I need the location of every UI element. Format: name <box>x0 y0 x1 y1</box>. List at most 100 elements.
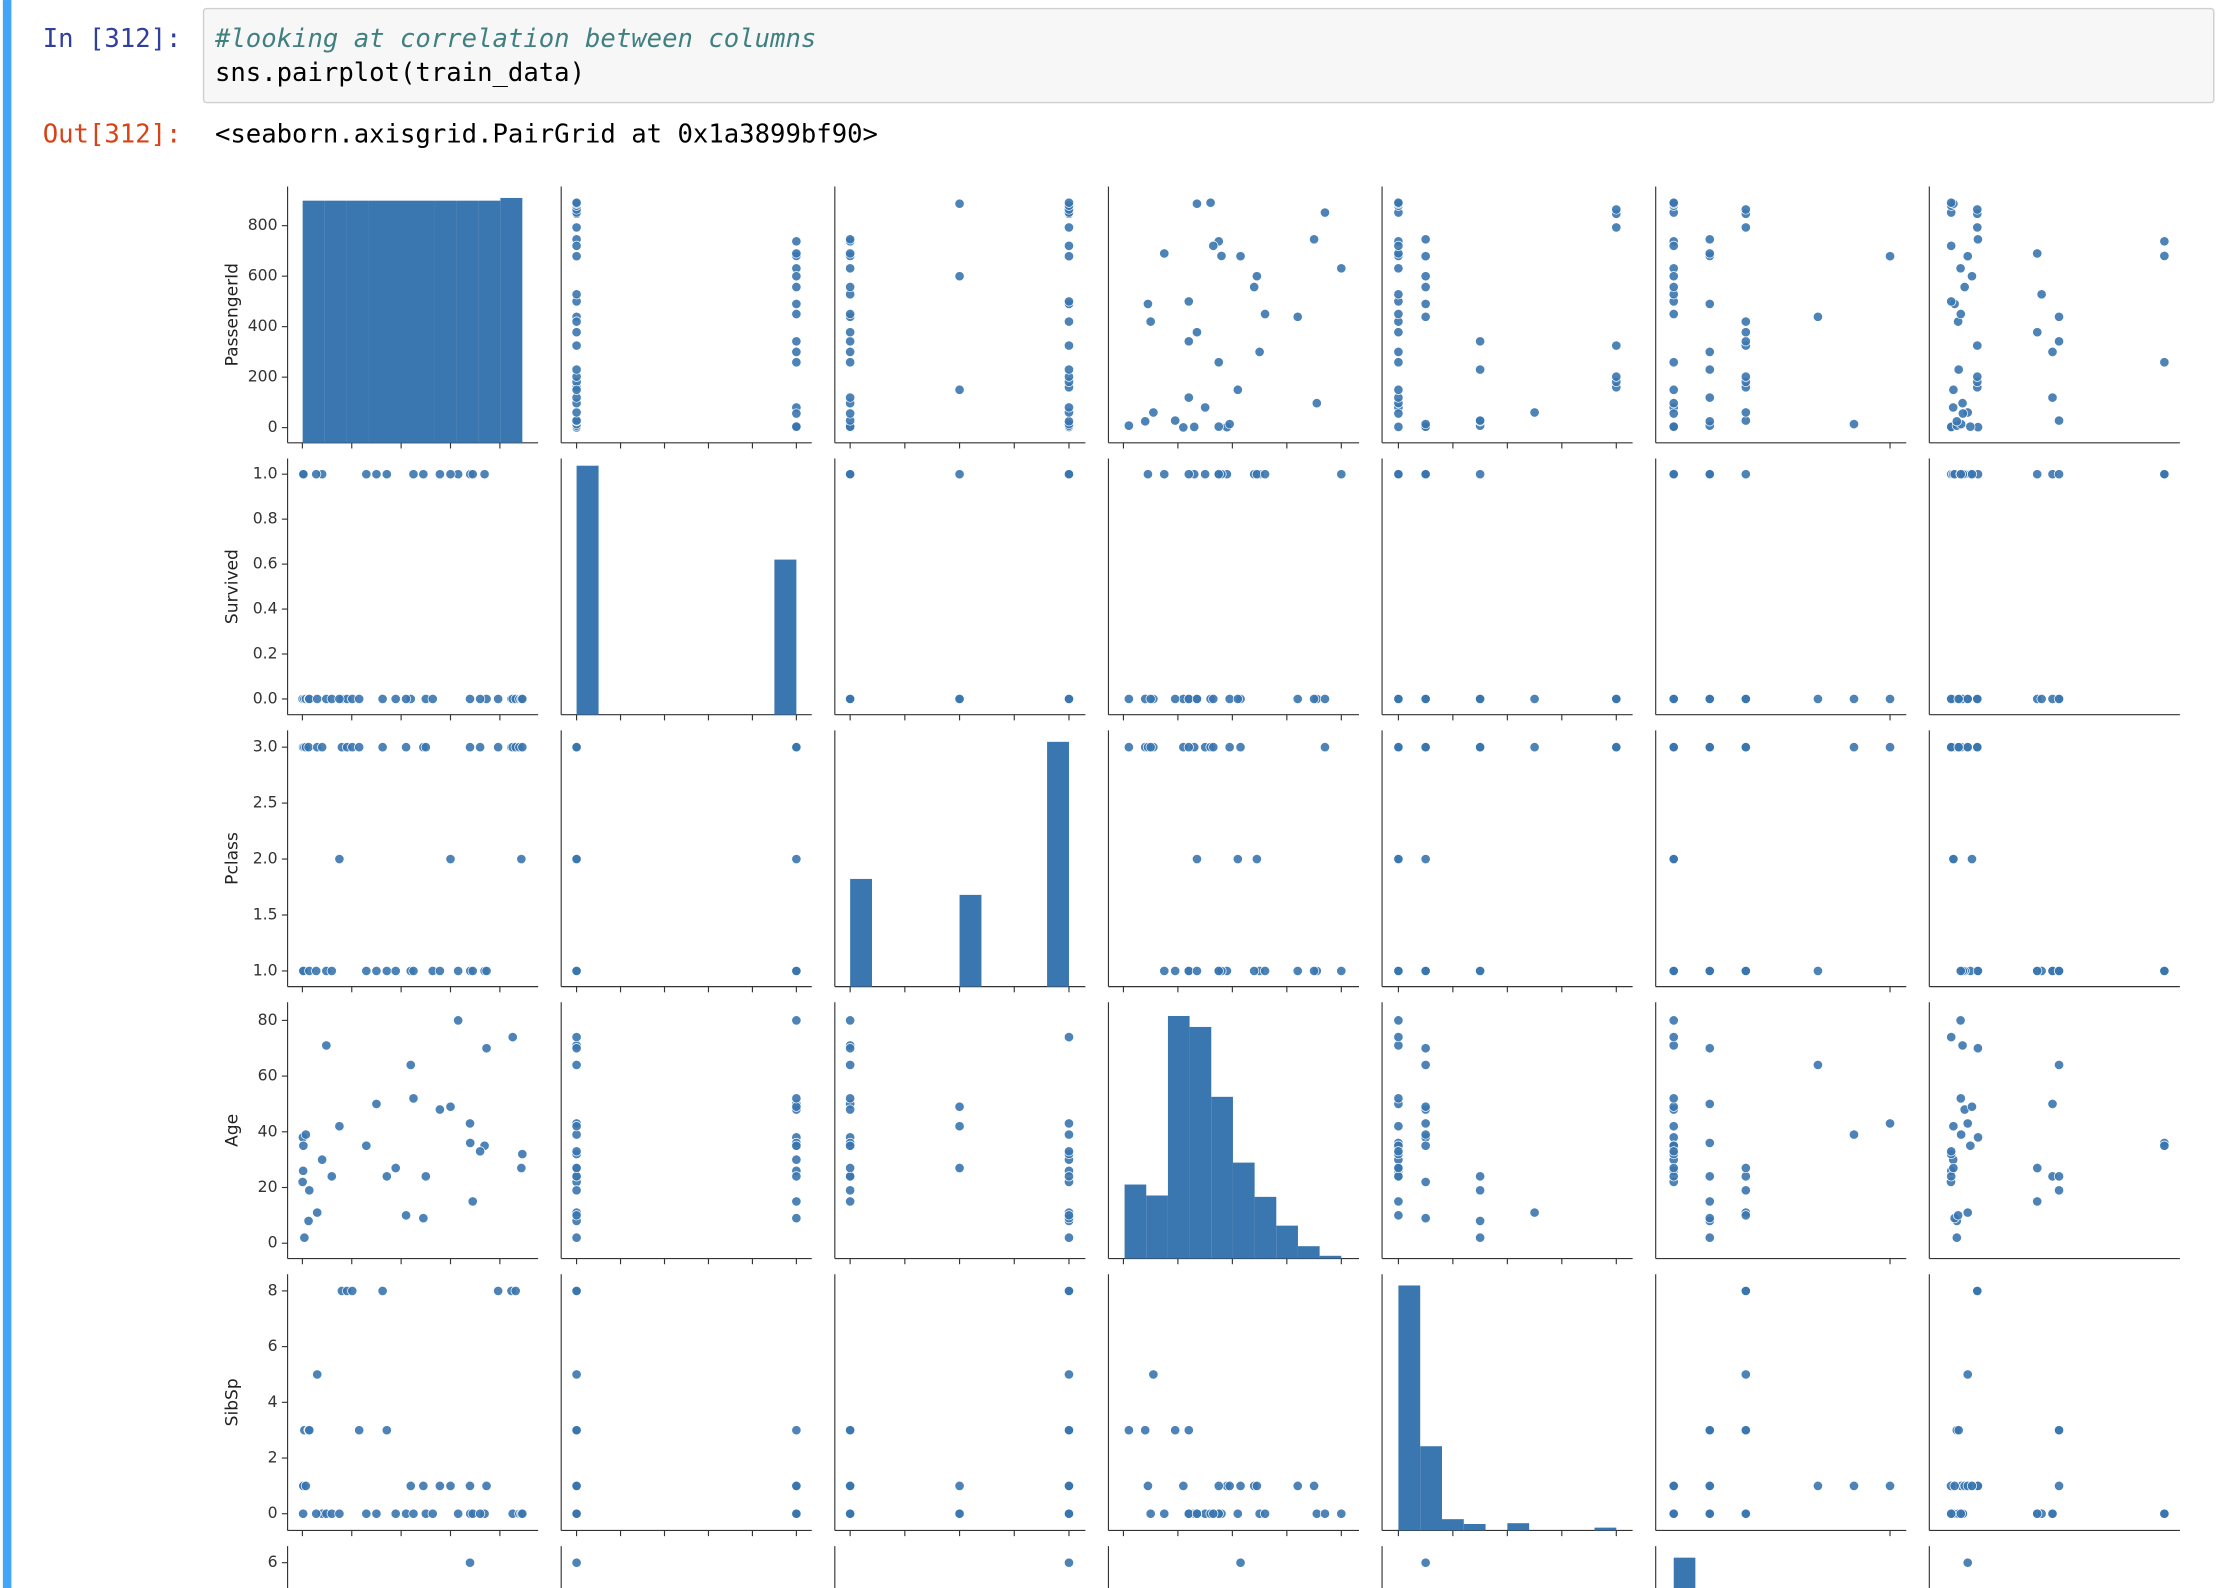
scatter-point <box>1216 250 1227 262</box>
scatter-point <box>1420 419 1431 430</box>
scatter-point <box>845 248 856 259</box>
scatter-point <box>791 1425 802 1436</box>
scatter-point <box>465 1137 476 1148</box>
scatter-point <box>954 384 965 395</box>
scatter-point <box>445 1480 456 1491</box>
scatter-point <box>1191 853 1203 865</box>
scatter-point <box>1704 1480 1715 1491</box>
scatter-point <box>1251 271 1262 282</box>
scatter-point <box>1966 271 1978 282</box>
scatter-point <box>1183 296 1194 307</box>
scatter-point <box>1393 1040 1404 1051</box>
scatter-point <box>1200 469 1211 480</box>
y-tick-label: 1.0 <box>253 464 278 483</box>
scatter-point <box>1063 1480 1075 1491</box>
scatter-point <box>1955 1508 1966 1519</box>
scatter-point <box>1393 853 1404 865</box>
scatter-point <box>1063 240 1075 251</box>
scatter-point <box>1704 364 1715 375</box>
scatter-point <box>1668 1508 1679 1519</box>
code-cell[interactable] <box>202 7 2215 104</box>
scatter-point <box>571 251 582 262</box>
scatter-point <box>1063 197 1075 208</box>
scatter-point <box>1142 298 1153 309</box>
histogram-bar <box>412 200 435 443</box>
scatter-point <box>1704 298 1715 309</box>
cell-selection-bar <box>2 0 12 1588</box>
scatter-point <box>1668 742 1679 753</box>
scatter-point <box>1946 197 1957 208</box>
scatter-point <box>1420 1043 1431 1054</box>
scatter-point <box>571 316 582 327</box>
y-tick-label: 8 <box>268 1280 278 1299</box>
scatter-point <box>1668 1171 1679 1182</box>
scatter-point <box>571 853 582 865</box>
y-tick-label: 4 <box>268 1392 278 1411</box>
scatter-point <box>2159 250 2170 262</box>
scatter-point <box>1393 1121 1404 1132</box>
scatter-point <box>1668 1146 1679 1157</box>
scatter-point <box>845 1015 856 1026</box>
scatter-point <box>1668 271 1679 282</box>
scatter-point <box>1704 1508 1715 1519</box>
scatter-point <box>464 1557 476 1568</box>
scatter-point <box>1962 1207 1973 1218</box>
scatter-point <box>2032 327 2043 338</box>
scatter-point <box>381 1171 392 1182</box>
scatter-point <box>1704 416 1715 427</box>
scatter-point <box>1063 402 1075 413</box>
scatter-point <box>1063 469 1075 480</box>
scatter-point <box>401 1210 412 1221</box>
scatter-point <box>791 853 802 865</box>
scatter-point <box>1309 1480 1320 1491</box>
scatter-point <box>571 1146 582 1157</box>
histogram-bar <box>1594 1527 1617 1531</box>
histogram-bar <box>1047 741 1069 987</box>
scatter-point <box>298 1165 309 1176</box>
scatter-point <box>791 1508 802 1519</box>
scatter-point <box>334 1508 345 1519</box>
scatter-point <box>571 1059 582 1071</box>
scatter-point <box>954 693 965 705</box>
scatter-point <box>1148 407 1159 418</box>
histogram-bar <box>324 200 347 443</box>
scatter-point <box>1948 384 1959 395</box>
scatter-point <box>1740 693 1751 705</box>
scatter-point <box>517 742 528 753</box>
scatter-point <box>1740 469 1751 480</box>
scatter-point <box>1232 853 1243 865</box>
scatter-point <box>1951 1232 1962 1243</box>
scatter-point <box>1420 965 1431 977</box>
scatter-point <box>405 1480 416 1491</box>
histogram-bar <box>576 465 599 715</box>
scatter-point <box>1140 416 1151 427</box>
scatter-point <box>1205 197 1216 208</box>
scatter-point <box>361 1508 372 1519</box>
scatter-point <box>845 1196 856 1207</box>
y-tick-label: 200 <box>248 367 278 386</box>
scatter-point <box>1232 1508 1243 1519</box>
scatter-point <box>1063 693 1075 705</box>
scatter-point <box>1420 1118 1431 1129</box>
scatter-point <box>1957 398 1968 409</box>
histogram-bar <box>1398 1285 1421 1531</box>
scatter-point <box>1249 965 1260 977</box>
scatter-point <box>418 469 429 480</box>
scatter-point <box>571 240 582 251</box>
y-tick-label: 2.0 <box>253 849 278 868</box>
scatter-point <box>571 1285 582 1296</box>
scatter-point <box>845 357 856 368</box>
scatter-point <box>377 742 388 753</box>
scatter-point <box>408 469 419 480</box>
scatter-point <box>1420 281 1431 293</box>
y-tick-label: 80 <box>258 1010 278 1029</box>
scatter-point <box>1611 742 1622 753</box>
scatter-point <box>475 742 486 753</box>
scatter-point <box>1668 281 1679 293</box>
output-text: <seaborn.axisgrid.PairGrid at 0x1a3899bf… <box>215 119 878 149</box>
scatter-point <box>791 298 802 309</box>
histogram-bar <box>368 200 391 443</box>
scatter-point <box>1957 408 1968 419</box>
scatter-point <box>2047 392 2058 403</box>
y-axis-label: Survived <box>223 549 243 624</box>
